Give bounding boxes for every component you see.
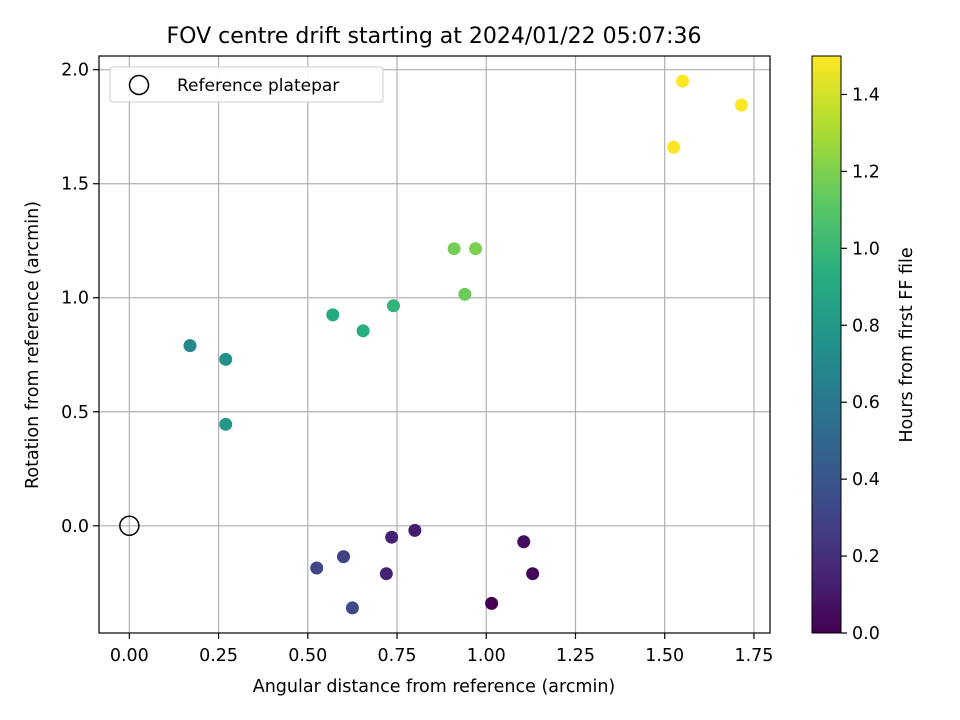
- data-point: [326, 308, 340, 322]
- data-point: [336, 550, 350, 564]
- colorbar-ticks: 0.0 0.2 0.4 0.6 0.8 1.0 1.2 1.4: [841, 85, 880, 644]
- data-point: [219, 417, 233, 431]
- x-tick-label: 0.50: [288, 646, 327, 666]
- data-point: [379, 567, 393, 581]
- data-point: [517, 535, 531, 549]
- legend-box: [109, 66, 384, 103]
- reference-platepar-marker: [119, 515, 140, 537]
- x-tick-label: 1.50: [645, 646, 684, 666]
- data-point: [345, 601, 359, 615]
- data-point: [526, 567, 540, 581]
- data-point: [386, 299, 400, 313]
- x-tick-label: 1.00: [467, 646, 506, 666]
- y-axis-label: Rotation from reference (arcmin): [23, 201, 43, 489]
- plot-frame: [98, 55, 771, 634]
- grid-lines: [99, 56, 770, 633]
- colorbar-tick-label: 1.4: [852, 85, 880, 105]
- data-point: [469, 242, 483, 256]
- x-tick-label: 0.00: [110, 646, 149, 666]
- data-point: [219, 352, 233, 366]
- y-axis-ticks: 0.0 0.5 1.0 1.5 2.0: [61, 61, 99, 537]
- y-tick-label: 1.0: [61, 289, 89, 309]
- x-tick-label: 1.75: [734, 646, 773, 666]
- data-point: [667, 140, 681, 154]
- x-axis-ticks: 0.00 0.25 0.50 0.75 1.00 1.25 1.50 1.75: [110, 633, 773, 666]
- data-point: [310, 561, 324, 575]
- data-point: [408, 523, 422, 537]
- data-point: [385, 530, 399, 544]
- data-point: [458, 287, 472, 301]
- x-tick-label: 0.75: [378, 646, 417, 666]
- data-point: [183, 339, 197, 353]
- colorbar-tick-label: 1.2: [852, 162, 880, 182]
- chart-title: FOV centre drift starting at 2024/01/22 …: [167, 24, 702, 49]
- data-point: [676, 74, 690, 88]
- data-points: [119, 74, 748, 615]
- colorbar-tick-label: 0.4: [852, 470, 880, 490]
- data-point: [356, 324, 370, 338]
- legend: Reference platepar: [109, 66, 384, 103]
- x-axis-label: Angular distance from reference (arcmin): [253, 677, 616, 697]
- colorbar-tick-label: 1.0: [852, 239, 880, 259]
- colorbar-tick-label: 0.8: [852, 316, 880, 336]
- y-tick-label: 1.5: [61, 175, 89, 195]
- legend-label: Reference platepar: [177, 76, 339, 96]
- colorbar-tick-label: 0.2: [852, 547, 880, 567]
- colorbar-tick-label: 0.6: [852, 393, 880, 413]
- colorbar-tick-label: 0.0: [852, 624, 880, 644]
- x-tick-label: 1.25: [556, 646, 595, 666]
- colorbar-label: Hours from first FF file: [897, 247, 917, 442]
- legend-marker: [128, 74, 150, 96]
- x-tick-label: 0.25: [199, 646, 238, 666]
- data-point: [734, 98, 748, 112]
- y-tick-label: 0.5: [61, 403, 89, 423]
- data-point: [447, 242, 461, 256]
- data-point: [485, 596, 499, 610]
- y-tick-label: 2.0: [61, 61, 89, 81]
- y-tick-label: 0.0: [61, 517, 89, 537]
- colorbar: [811, 55, 842, 634]
